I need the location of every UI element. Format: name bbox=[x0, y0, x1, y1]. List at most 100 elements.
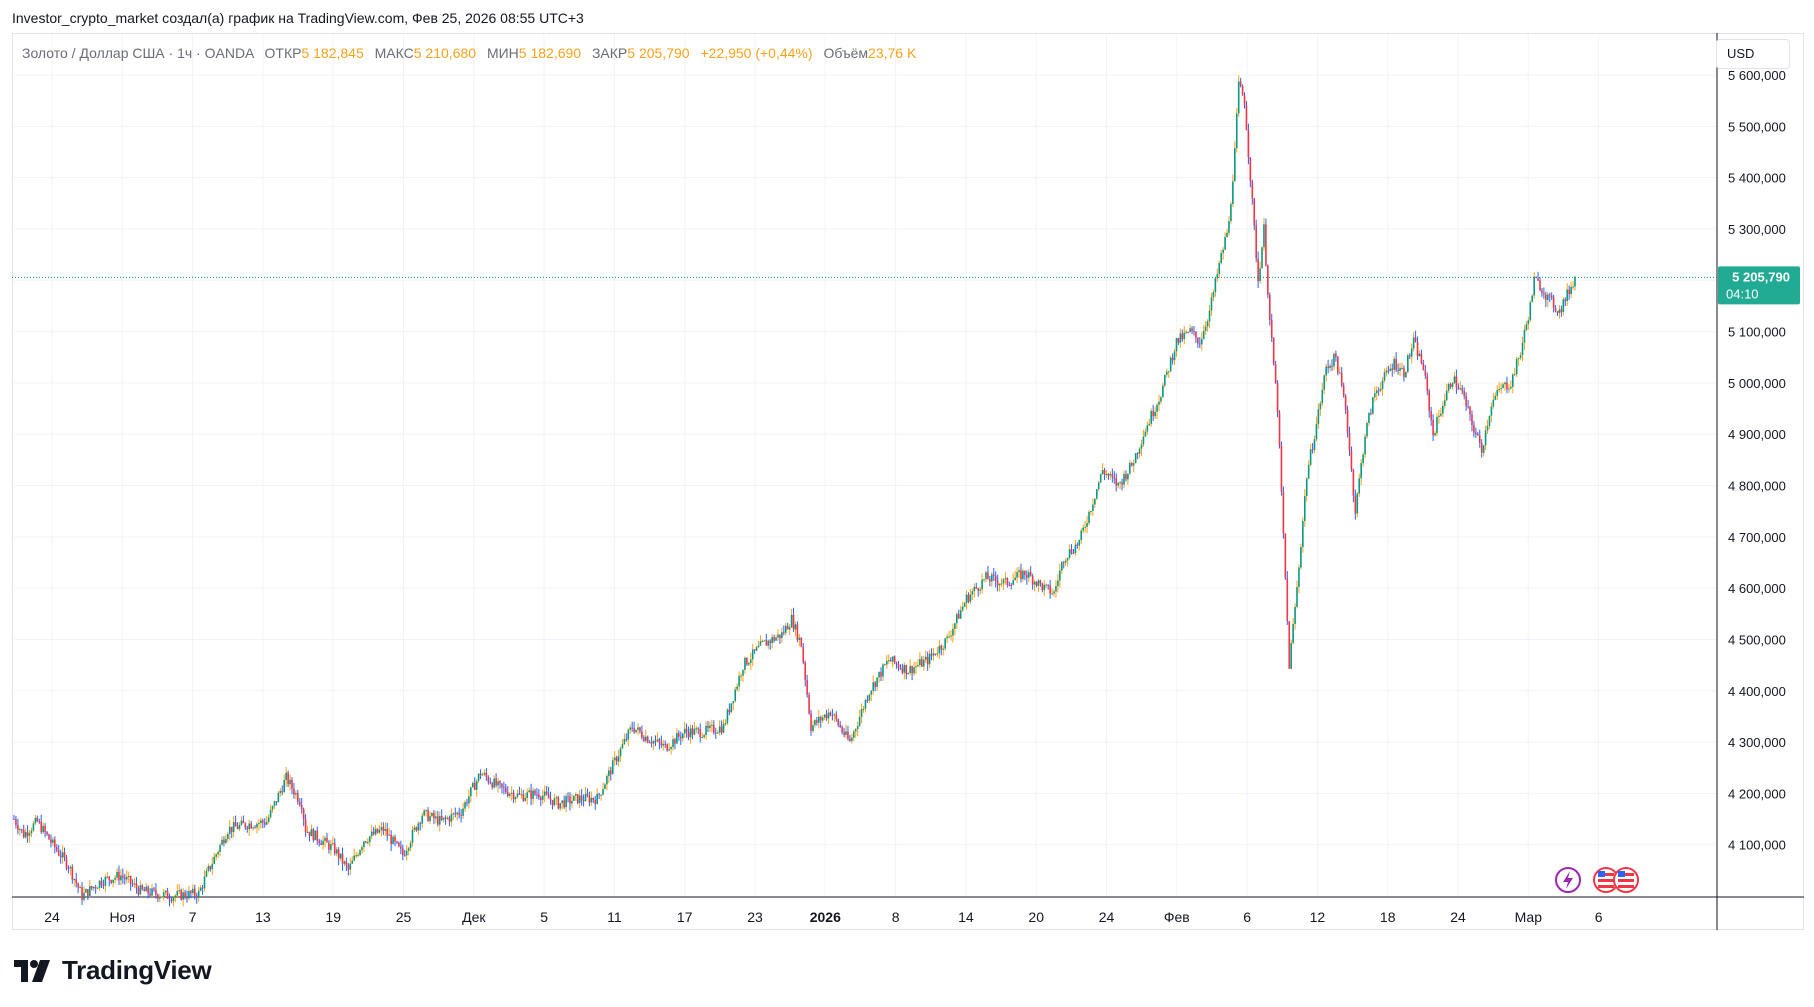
candle-body bbox=[285, 772, 287, 781]
candle-body bbox=[1239, 81, 1242, 87]
candle-body bbox=[44, 825, 46, 832]
candle-body bbox=[380, 827, 383, 830]
price-tag-countdown: 04:10 bbox=[1726, 286, 1759, 301]
candle-body bbox=[1430, 411, 1432, 420]
candle-body bbox=[1181, 333, 1184, 340]
candle-body bbox=[917, 665, 919, 667]
candle-body bbox=[934, 653, 937, 655]
candle-body bbox=[567, 796, 569, 798]
candle-body bbox=[975, 586, 978, 589]
candle-body bbox=[1517, 358, 1520, 360]
candle-body bbox=[802, 646, 805, 663]
candle-body bbox=[213, 856, 216, 864]
candle-body bbox=[320, 843, 322, 845]
candle-body bbox=[442, 817, 445, 820]
candle-body bbox=[401, 848, 404, 856]
candle-body bbox=[1337, 357, 1339, 373]
candle-body bbox=[1150, 411, 1153, 424]
candle-body bbox=[464, 802, 466, 809]
symbol-name[interactable]: Золото / Доллар США · 1ч · OANDA bbox=[22, 45, 254, 61]
candle-body bbox=[367, 842, 369, 844]
candle-body bbox=[376, 828, 379, 833]
candle-body bbox=[895, 662, 898, 665]
candle-body bbox=[829, 712, 832, 716]
candle-body bbox=[1041, 583, 1044, 591]
candle-body bbox=[1543, 293, 1545, 295]
candle-body bbox=[127, 876, 130, 878]
candle-body bbox=[429, 816, 431, 822]
open-value: 5 182,845 bbox=[301, 45, 364, 61]
candle-body bbox=[1478, 435, 1481, 444]
candle-body bbox=[83, 892, 85, 900]
candle-body bbox=[1105, 473, 1108, 475]
candle-body bbox=[1237, 81, 1240, 114]
candle-body bbox=[262, 820, 264, 823]
candle-body bbox=[1325, 366, 1327, 376]
candle-body bbox=[1525, 324, 1528, 331]
candle-body bbox=[590, 797, 593, 803]
candle-body bbox=[368, 836, 371, 843]
brand-name: TradingView bbox=[62, 955, 212, 985]
x-tick-label: 19 bbox=[325, 909, 341, 925]
candle-body bbox=[654, 740, 657, 742]
candle-body bbox=[1045, 584, 1048, 586]
candle-body bbox=[487, 776, 490, 783]
y-tick-label: 4 700,000 bbox=[1728, 530, 1786, 545]
candle-body bbox=[734, 689, 737, 702]
candle-body bbox=[639, 727, 641, 732]
candle-body bbox=[563, 800, 565, 808]
candle-body bbox=[1053, 591, 1055, 594]
candle-body bbox=[1222, 249, 1224, 253]
candle-body bbox=[854, 729, 857, 732]
candle-body bbox=[310, 829, 313, 837]
candle-body bbox=[541, 795, 544, 800]
candle-body bbox=[526, 792, 529, 798]
candle-body bbox=[207, 865, 210, 871]
candle-body bbox=[365, 841, 367, 843]
candle-body bbox=[343, 861, 346, 864]
candle-body bbox=[384, 829, 387, 831]
candle-body bbox=[1039, 580, 1042, 584]
candle-body bbox=[1305, 478, 1308, 497]
y-tick-label: 5 600,000 bbox=[1728, 68, 1786, 83]
candle-body bbox=[421, 815, 424, 824]
candle-body bbox=[236, 826, 239, 829]
candle-body bbox=[784, 625, 787, 633]
candle-body bbox=[870, 690, 873, 695]
candle-body bbox=[1469, 406, 1471, 415]
currency-button[interactable]: USD bbox=[1716, 39, 1790, 69]
candle-body bbox=[162, 892, 165, 897]
candle-body bbox=[952, 628, 954, 636]
candle-body bbox=[1502, 384, 1504, 388]
candle-body bbox=[703, 734, 705, 738]
candle-body bbox=[234, 822, 237, 827]
candle-body bbox=[1031, 575, 1034, 585]
candle-body bbox=[658, 739, 661, 743]
candle-body bbox=[699, 729, 702, 738]
candle-body bbox=[1127, 473, 1129, 480]
candle-body bbox=[919, 659, 921, 666]
candle-body bbox=[536, 794, 538, 796]
candle-body bbox=[269, 809, 272, 818]
candle-body bbox=[1389, 368, 1392, 372]
candle-body bbox=[1548, 294, 1551, 296]
y-tick-label: 4 100,000 bbox=[1728, 838, 1786, 853]
candle-body bbox=[271, 805, 274, 810]
candle-body bbox=[792, 614, 795, 630]
candle-body bbox=[328, 842, 330, 850]
tradingview-logo[interactable]: TradingView bbox=[14, 955, 212, 986]
candle-body bbox=[1513, 374, 1516, 376]
candle-body bbox=[1043, 584, 1046, 591]
candle-body bbox=[981, 579, 983, 590]
candle-body bbox=[15, 819, 17, 826]
x-tick-label: 24 bbox=[1450, 909, 1466, 925]
candle-body bbox=[652, 740, 655, 744]
candle-body bbox=[435, 816, 437, 819]
candle-body bbox=[1078, 540, 1081, 546]
candle-body bbox=[122, 875, 124, 878]
candle-body bbox=[1210, 297, 1213, 311]
candle-body bbox=[757, 645, 760, 648]
candle-body bbox=[32, 823, 35, 831]
candle-body bbox=[781, 632, 783, 639]
